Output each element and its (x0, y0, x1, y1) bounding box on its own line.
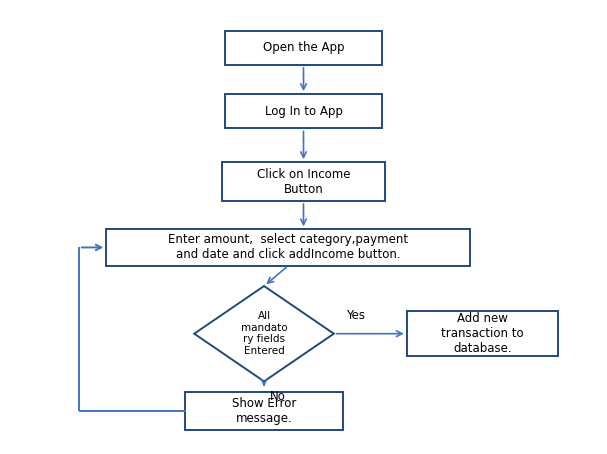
FancyBboxPatch shape (407, 311, 558, 356)
Text: Log In to App: Log In to App (265, 105, 342, 118)
Text: Show Error
message.: Show Error message. (232, 397, 296, 425)
Text: All
mandato
ry fields
Entered: All mandato ry fields Entered (241, 311, 287, 356)
Text: Yes: Yes (346, 309, 365, 322)
Text: Open the App: Open the App (263, 41, 344, 54)
Polygon shape (194, 286, 334, 381)
Text: Click on Income
Button: Click on Income Button (257, 168, 350, 196)
Text: Add new
transaction to
database.: Add new transaction to database. (441, 312, 524, 355)
FancyBboxPatch shape (222, 162, 385, 201)
Text: No: No (270, 390, 286, 404)
FancyBboxPatch shape (225, 30, 382, 64)
Text: Enter amount,  select category,payment
and date and click addIncome button.: Enter amount, select category,payment an… (168, 233, 409, 262)
FancyBboxPatch shape (185, 391, 343, 430)
FancyBboxPatch shape (225, 94, 382, 128)
FancyBboxPatch shape (106, 229, 470, 266)
